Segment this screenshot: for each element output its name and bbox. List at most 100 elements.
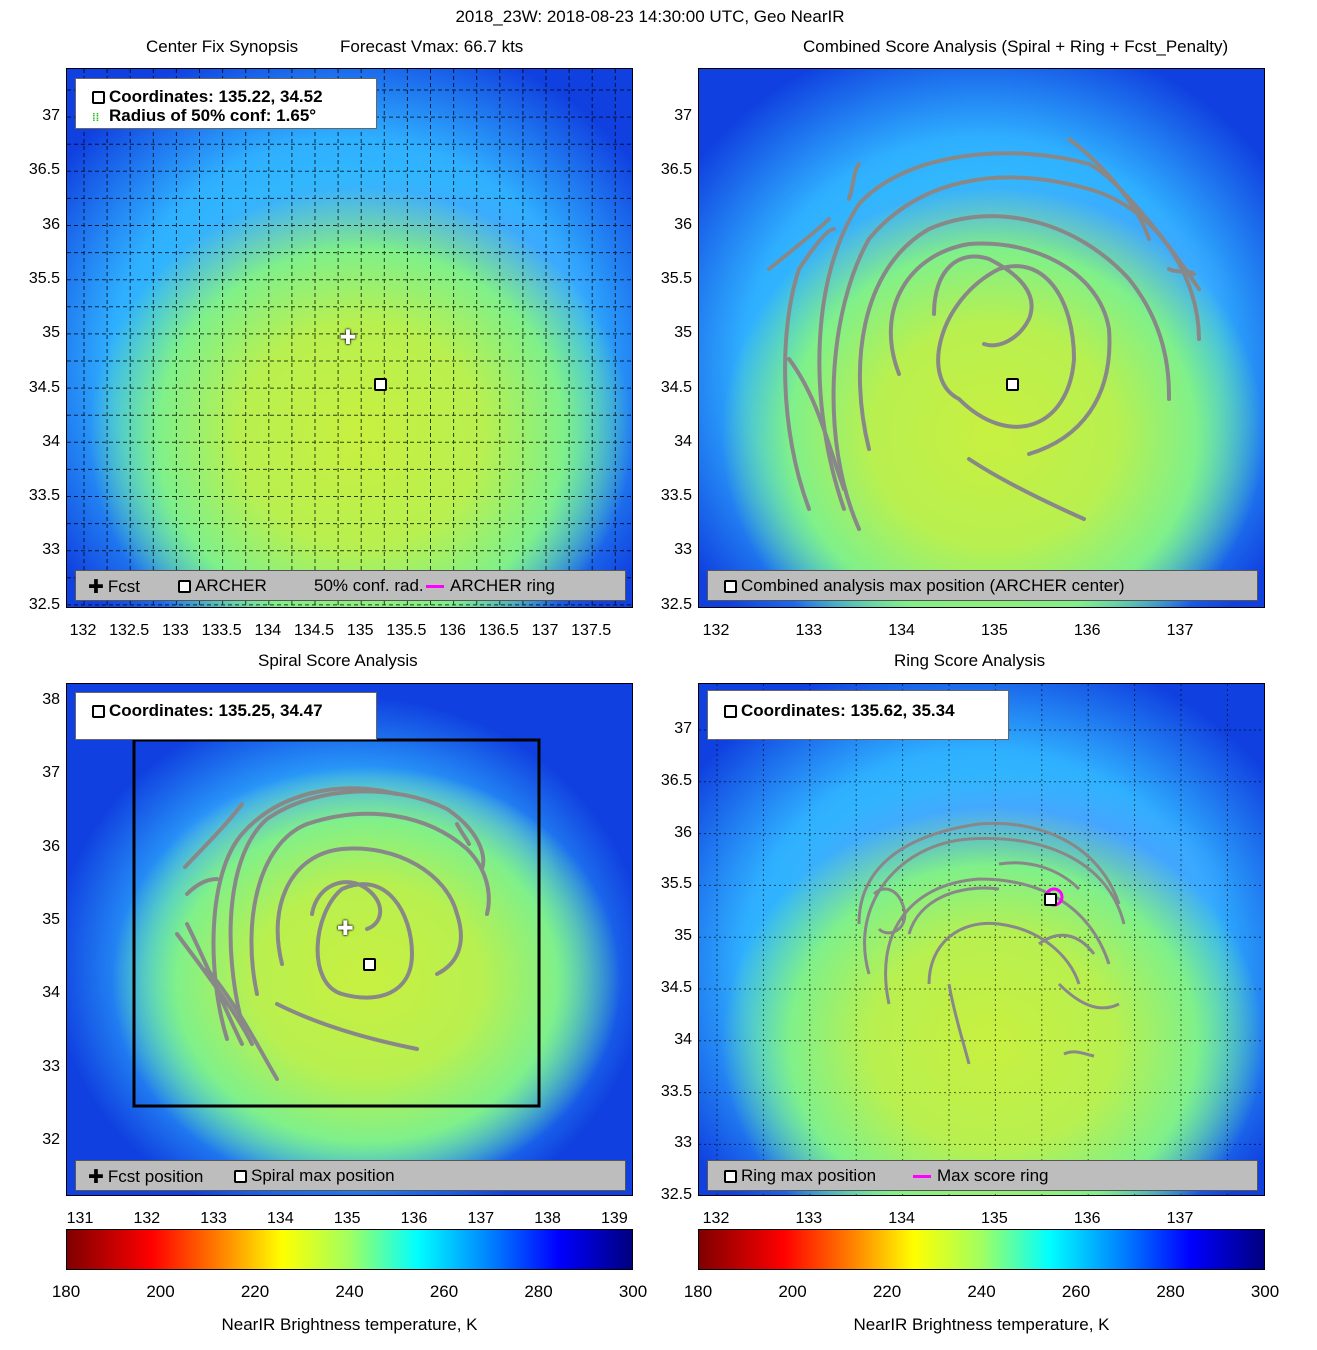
- fcst-cross-icon: ✚: [88, 577, 104, 598]
- p3-xtick: 136: [400, 1210, 428, 1227]
- ring-contour-11: [1063, 1050, 1095, 1058]
- ring-contour-1: [857, 821, 1121, 925]
- p4-xtick: 134: [888, 1210, 915, 1227]
- legend-archer: ARCHER: [195, 576, 267, 595]
- p2-xtick: 134: [888, 622, 915, 639]
- p3-xtick: 139: [601, 1210, 628, 1227]
- ring-contour-4: [927, 921, 1081, 985]
- p4-ytick: 33: [674, 1134, 692, 1152]
- p2-xtick: 132: [702, 622, 730, 639]
- p2-ytick: 34: [674, 432, 692, 450]
- p1-ytick: 37: [42, 107, 60, 124]
- p1-ytick: 33.5: [28, 487, 60, 505]
- p3-ytick: 37: [42, 764, 60, 782]
- p4-ytick: 35.5: [660, 875, 692, 893]
- spiral-contour-3: [275, 846, 463, 976]
- p1-xtick: 135: [346, 622, 374, 639]
- spiral-contour-13: [455, 822, 471, 846]
- p1-ytick: 34: [42, 432, 60, 450]
- p2-xtick: 137: [1166, 622, 1194, 639]
- p2-ytick: 36.5: [660, 161, 692, 179]
- p4-ytick: 32.5: [660, 1186, 692, 1204]
- p1-xtick: 135.5: [386, 622, 427, 639]
- p3-ytick: 38: [42, 691, 60, 708]
- ring-contour-3: [884, 877, 1111, 1005]
- panel1-subtitle: Forecast Vmax: 66.7 kts: [340, 37, 524, 56]
- panel4-coordinates: Coordinates: 135.62, 35.34: [741, 701, 955, 720]
- legend-ring-max: Ring max position: [741, 1166, 877, 1185]
- p2-ytick: 33.5: [660, 487, 692, 505]
- ring-contour-5: [907, 886, 1000, 935]
- panel2-legend: Combined analysis max position (ARCHER c…: [707, 570, 1258, 601]
- panel4-title: Ring Score Analysis: [894, 651, 1046, 670]
- p1-ytick: 33: [42, 541, 60, 559]
- panel1-infobox: Coordinates: 135.22, 34.52 ⁞⁞ Radius of 5…: [75, 78, 377, 129]
- panel2-title: Combined Score Analysis (Spiral + Ring +…: [803, 37, 1229, 56]
- panel3-legend: ✚ Fcst position Spiral max position: [75, 1160, 626, 1191]
- colorbar-left-label: NearIR Brightness temperature, K: [221, 1315, 478, 1334]
- contour-7: [783, 227, 836, 511]
- p1-xtick: 137.5: [571, 622, 612, 639]
- colorbar-tick: 180: [683, 1282, 713, 1301]
- panel4-legend: Ring max position Max score ring: [707, 1160, 1258, 1191]
- spiral-contour-2: [315, 882, 415, 1000]
- panel3-title: Spiral Score Analysis: [258, 651, 418, 670]
- contour-2: [936, 264, 1077, 429]
- spiral-contour-9: [175, 932, 254, 1046]
- legend-spiral: Spiral max position: [251, 1166, 395, 1185]
- colorbar-tick: 260: [429, 1282, 459, 1301]
- p1-xtick: 137: [531, 622, 559, 639]
- p3-ytick: 33: [42, 1057, 60, 1075]
- p3-xtick: 131: [66, 1210, 94, 1227]
- p1-xtick: 133.5: [201, 622, 242, 639]
- panel4-grid: [699, 684, 1264, 1195]
- colorbar-tick: 240: [967, 1282, 996, 1301]
- p1-xtick: 132.5: [109, 622, 150, 639]
- p4-xtick: 137: [1166, 1210, 1194, 1227]
- colorbar-tick: 180: [51, 1282, 81, 1301]
- p4-ytick: 34.5: [660, 979, 692, 996]
- colorbar-right-label: NearIR Brightness temperature, K: [853, 1315, 1110, 1334]
- p3-xtick: 135: [333, 1210, 361, 1227]
- colorbar-tick: 220: [240, 1282, 270, 1301]
- colorbar-tick: 260: [1061, 1282, 1091, 1301]
- ring-contour-6: [998, 861, 1081, 891]
- legend-conf: 50% conf. rad.: [314, 576, 424, 595]
- colorbar-tick: 240: [335, 1282, 364, 1301]
- p1-ytick: 35.5: [28, 269, 60, 287]
- panel3-coordinates: Coordinates: 135.25, 34.47: [109, 701, 323, 720]
- ring-marker-icon: [724, 705, 737, 719]
- panel2-overlay: [767, 137, 1201, 531]
- p1-xtick: 133: [162, 622, 189, 639]
- colorbar-tick: 200: [146, 1282, 175, 1301]
- p2-ytick: 37: [674, 107, 692, 124]
- colorbar-tick: 200: [778, 1282, 807, 1301]
- dotted-line-icon: ⁞⁞: [92, 112, 100, 124]
- ring-contour-8: [947, 983, 971, 1065]
- p3-xtick: 138: [534, 1210, 561, 1227]
- panel1-title: Center Fix Synopsis: [146, 37, 299, 56]
- contour-3: [888, 241, 1112, 456]
- panel1-legend: ✚ Fcst ARCHER 50% conf. rad. ARCHER ring: [75, 570, 626, 601]
- ring-contour-9: [1057, 982, 1120, 1010]
- p2-xtick: 135: [981, 622, 1008, 639]
- spiral-contour-12: [183, 802, 244, 869]
- center-square-marker: [373, 378, 387, 392]
- ring-contour-10: [1038, 933, 1096, 955]
- panel1-plot: Coordinates: 135.22, 34.52 ⁞⁞ Radius of 5…: [66, 68, 633, 608]
- fcst-cross-marker: ✚: [336, 917, 354, 940]
- p4-ytick: 36.5: [660, 771, 692, 789]
- center-square-marker: [1005, 378, 1019, 392]
- p3-ytick: 34: [42, 984, 60, 1002]
- panel4-overlay: [699, 684, 1264, 1195]
- legend-ring: ARCHER ring: [450, 576, 555, 595]
- contour-12: [1167, 267, 1196, 276]
- p4-xtick: 136: [1073, 1210, 1101, 1227]
- contour-1: [932, 254, 1034, 348]
- p1-ytick: 36: [42, 215, 60, 233]
- p3-xtick: 134: [267, 1210, 294, 1227]
- panel2-plot: Combined analysis max position (ARCHER c…: [698, 68, 1265, 608]
- p3-xtick: 132: [133, 1210, 161, 1227]
- p1-ytick: 35: [42, 324, 60, 342]
- colorbar-tick: 280: [524, 1282, 553, 1301]
